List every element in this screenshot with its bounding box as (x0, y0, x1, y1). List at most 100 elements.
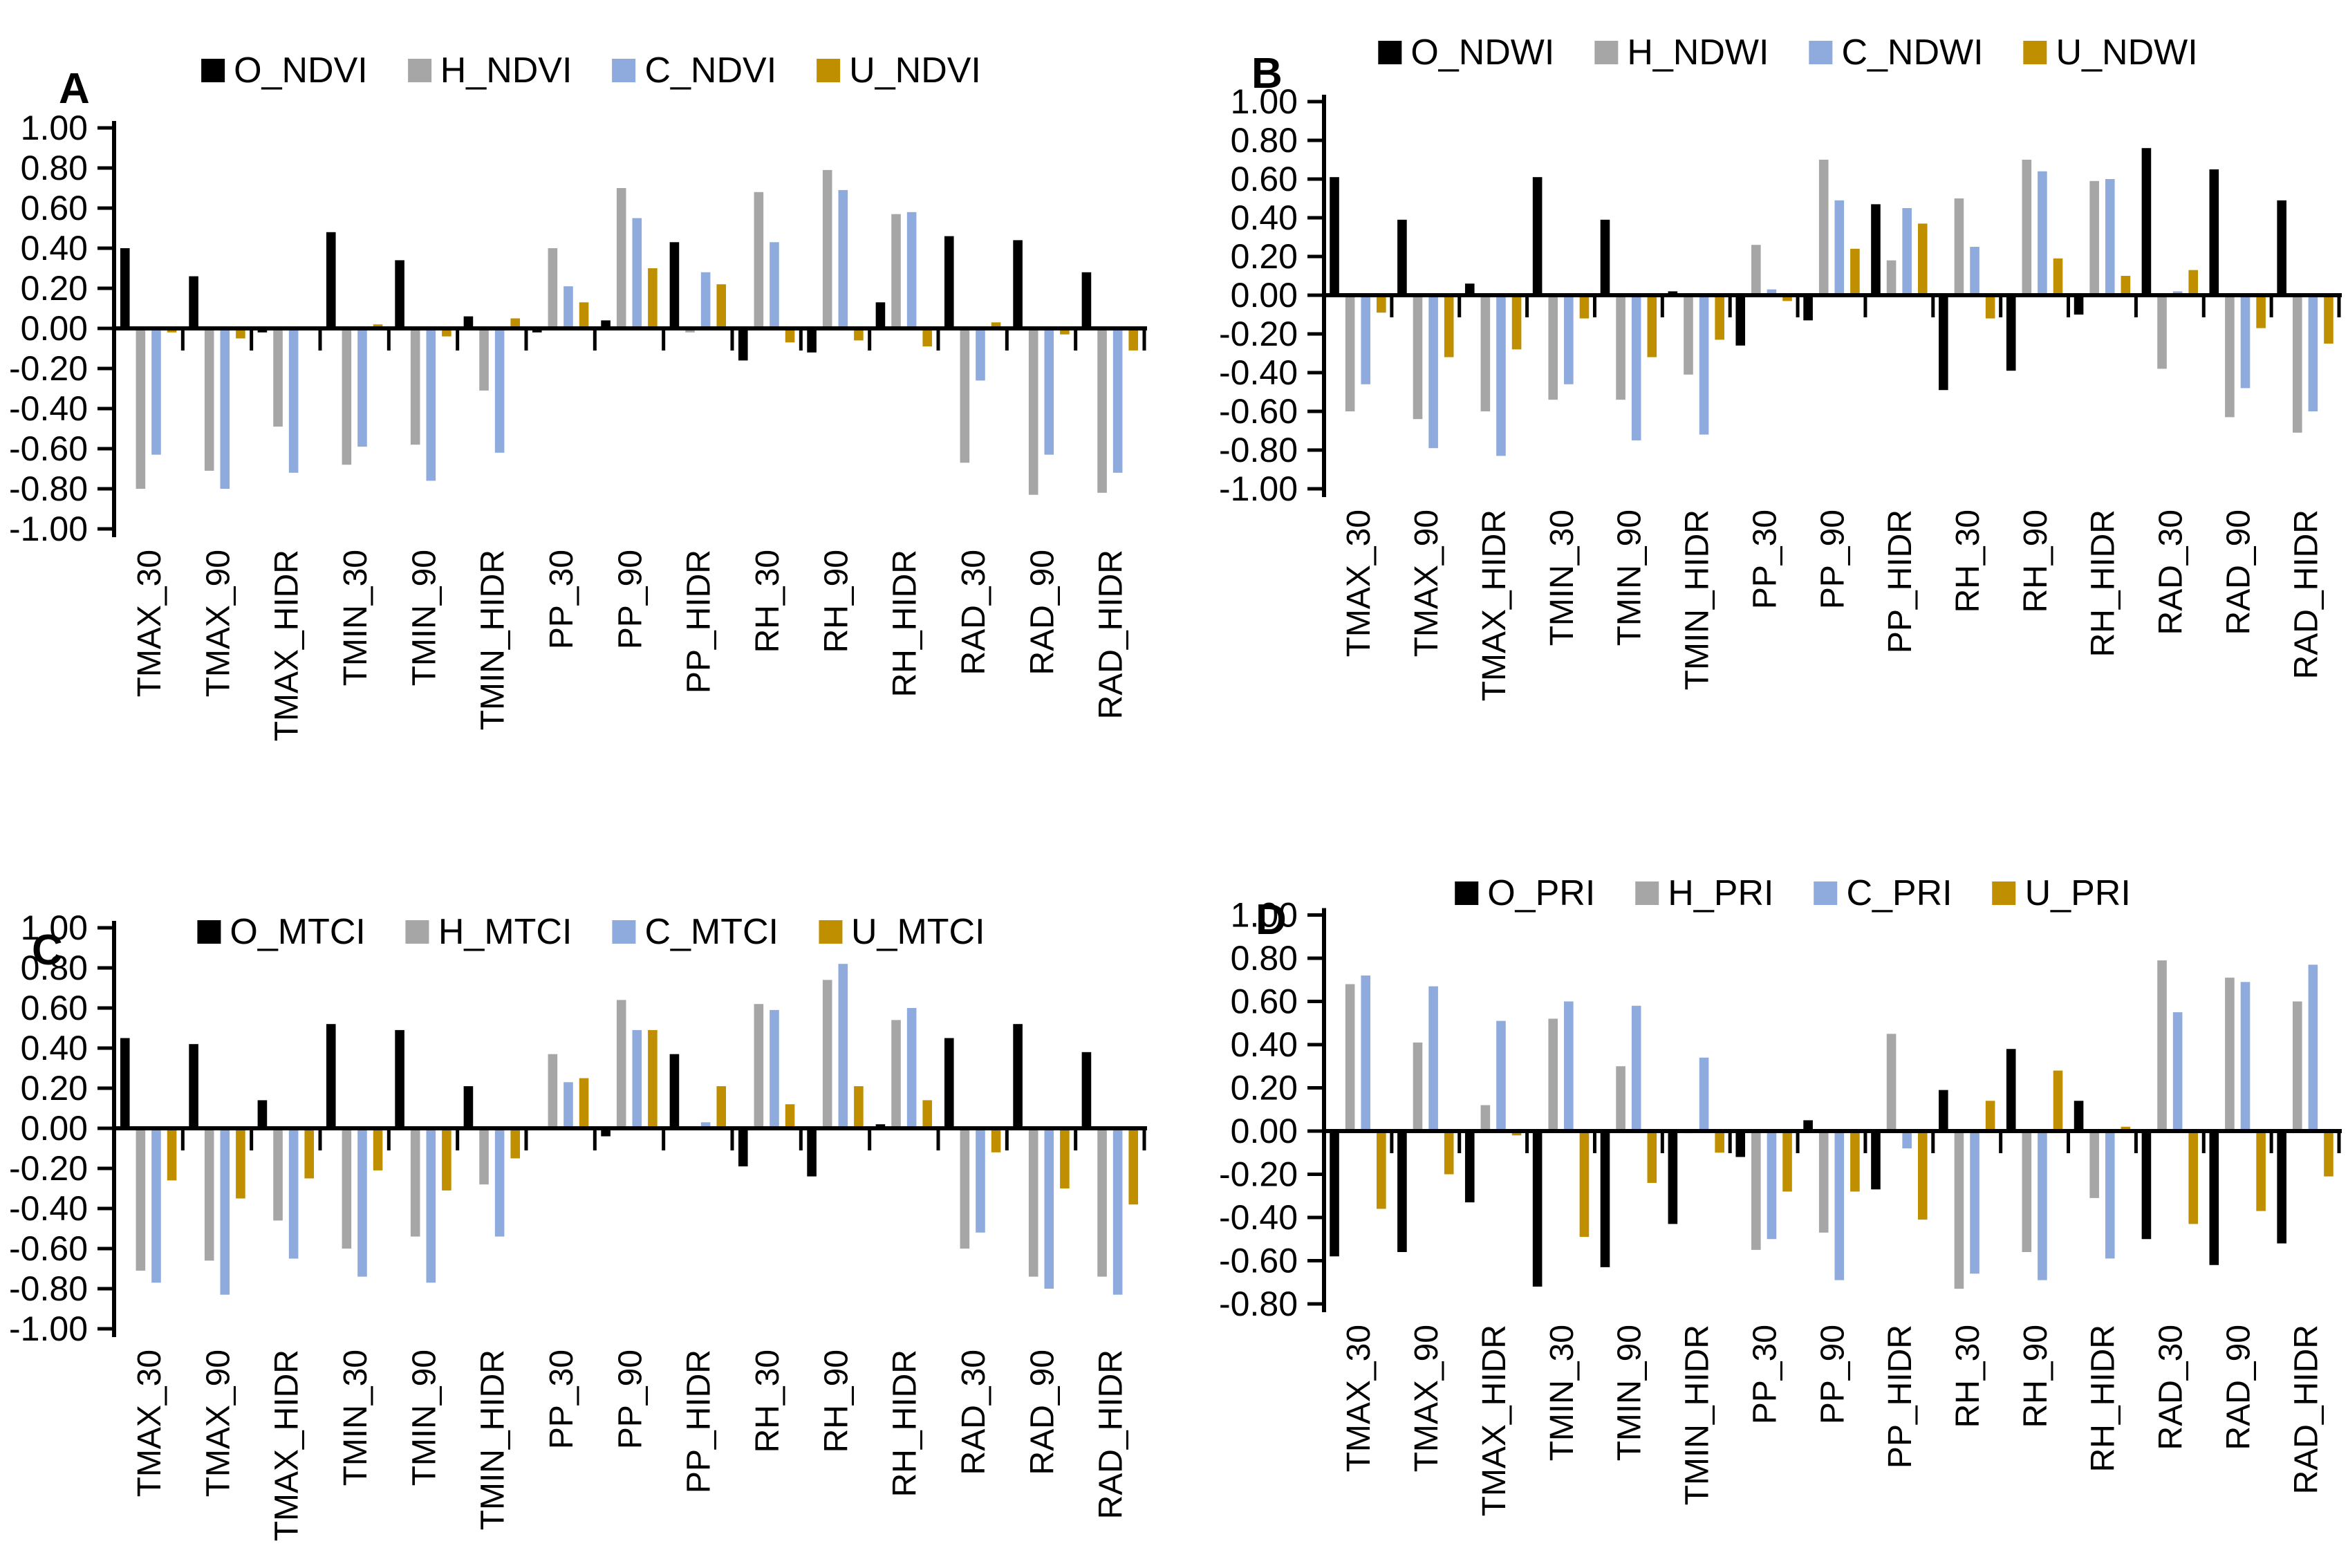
bar-H_PRI-TMAX_HIDR (1480, 1105, 1491, 1131)
x-category-label: RAD_90 (1024, 1350, 1061, 1475)
x-category-label: TMIN_90 (1612, 1325, 1648, 1461)
bar-chart-C: 1.000.800.600.400.200.00-0.20-0.40-0.60-… (9, 908, 1147, 1541)
bar-H_NDVI-RAD_90 (1028, 328, 1038, 495)
bar-O_NDWI-RAD_30 (2141, 148, 2152, 295)
bar-C_NDWI-TMIN_90 (1631, 295, 1641, 440)
bar-U_MTCI-TMAX_90 (236, 1128, 245, 1199)
y-tick-label: 0.40 (21, 1029, 88, 1067)
bar-C_NDVI-PP_HIDR (700, 272, 711, 328)
x-category-label: RAD_90 (2220, 510, 2257, 635)
bar-H_NDVI-TMAX_30 (136, 328, 146, 489)
bar-U_NDWI-TMIN_30 (1579, 295, 1590, 319)
bar-H_MTCI-RAD_30 (960, 1128, 970, 1249)
bar-U_MTCI-RH_90 (854, 1086, 864, 1128)
bar-C_PRI-RAD_30 (2172, 1012, 2183, 1131)
bar-chart-B: 1.000.800.600.400.200.00-0.20-0.40-0.60-… (1219, 82, 2342, 701)
bar-H_NDWI-PP_HIDR (1886, 260, 1897, 295)
bar-C_PRI-TMAX_30 (1361, 976, 1371, 1131)
legend-item-H_MTCI: H_MTCI (405, 911, 572, 953)
bar-U_NDVI-RH_HIDR (922, 328, 933, 347)
bar-U_NDVI-TMIN_90 (442, 328, 451, 337)
bar-O_PRI-RH_30 (1939, 1090, 1948, 1131)
legend-item-U_NDWI: U_NDWI (2023, 32, 2198, 73)
bar-C_NDVI-RAD_90 (1044, 328, 1054, 455)
bar-O_NDVI-RAD_90 (1013, 240, 1023, 328)
x-category-label: RAD_30 (2153, 1325, 2190, 1450)
bar-H_NDVI-TMIN_90 (410, 328, 420, 445)
bar-O_PRI-PP_HIDR (1871, 1131, 1881, 1190)
bar-C_PRI-TMIN_30 (1564, 1001, 1574, 1131)
bar-U_PRI-RH_30 (1985, 1101, 1995, 1131)
legend-C: O_MTCI H_MTCI C_MTCI U_MTCI (197, 911, 985, 953)
y-tick-label: -0.40 (1219, 1198, 1298, 1237)
bar-H_NDVI-RH_90 (822, 169, 832, 328)
bar-C_NDWI-RH_30 (1970, 247, 1979, 295)
bar-H_MTCI-TMIN_90 (410, 1128, 420, 1237)
legend-swatch-icon (2023, 41, 2047, 64)
bar-U_NDWI-RAD_30 (2188, 270, 2199, 295)
x-category-label: TMIN_HIDR (1679, 1325, 1716, 1505)
bar-C_MTCI-RH_90 (838, 964, 848, 1128)
bar-H_PRI-TMAX_90 (1413, 1042, 1423, 1131)
x-category-label: PP_90 (1814, 510, 1851, 609)
bar-C_NDVI-TMIN_HIDR (494, 328, 505, 453)
bar-C_MTCI-RAD_HIDR (1112, 1128, 1123, 1295)
bar-O_PRI-TMIN_HIDR (1668, 1131, 1678, 1224)
bar-U_MTCI-RH_30 (785, 1104, 795, 1128)
bar-C_NDWI-RH_HIDR (2105, 179, 2115, 295)
bar-H_NDWI-RH_HIDR (2089, 180, 2099, 295)
bar-C_NDVI-TMIN_90 (426, 328, 436, 481)
x-category-label: PP_30 (543, 1350, 580, 1449)
y-tick-label: 0.60 (1231, 982, 1298, 1021)
bar-C_PRI-RH_HIDR (2105, 1131, 2115, 1259)
bar-U_NDWI-RH_30 (1985, 295, 1995, 319)
x-category-label: RAD_HIDR (1093, 550, 1130, 719)
panel-C: C O_MTCI H_MTCI C_MTCI U_MTCI 1.00 0.80 0.60 0… (0, 784, 1174, 1568)
bar-O_NDVI-TMIN_HIDR (463, 316, 474, 328)
bar-H_NDVI-PP_30 (548, 248, 558, 328)
bar-O_PRI-TMAX_HIDR (1464, 1131, 1475, 1203)
y-tick-label: 1.00 (21, 109, 88, 147)
legend-swatch-icon (612, 920, 636, 944)
bar-U_NDWI-RAD_HIDR (2324, 295, 2333, 344)
legend-swatch-icon (1992, 881, 2016, 905)
y-tick-label: -1.00 (9, 1309, 88, 1348)
y-tick-label: -0.60 (1219, 1242, 1298, 1280)
bar-U_NDWI-TMIN_90 (1647, 295, 1657, 357)
x-category-label: TMAX_90 (1408, 1325, 1445, 1472)
bar-U_MTCI-TMIN_30 (373, 1128, 383, 1170)
y-tick-label: -0.40 (1219, 353, 1298, 392)
bar-H_MTCI-RH_90 (822, 980, 832, 1128)
bar-H_NDVI-TMAX_90 (204, 328, 214, 471)
x-category-label: RH_30 (749, 1350, 786, 1453)
bar-O_MTCI-PP_HIDR (669, 1054, 680, 1128)
bar-C_MTCI-TMIN_90 (426, 1128, 436, 1283)
bar-C_PRI-TMIN_90 (1631, 1005, 1641, 1131)
bar-H_NDVI-TMIN_30 (342, 328, 352, 465)
bar-H_NDVI-RAD_30 (960, 328, 970, 463)
bar-C_MTCI-TMAX_90 (220, 1128, 230, 1295)
bar-U_NDVI-TMIN_HIDR (510, 318, 521, 328)
legend-item-O_PRI: O_PRI (1455, 872, 1595, 914)
x-category-label: PP_HIDR (1882, 510, 1919, 653)
bar-H_NDVI-RAD_HIDR (1097, 328, 1107, 493)
legend-swatch-icon (1635, 881, 1659, 905)
y-tick-label: 0.40 (1231, 198, 1298, 237)
legend-item-O_MTCI: O_MTCI (197, 911, 366, 953)
bar-O_PRI-PP_90 (1803, 1120, 1813, 1131)
bar-U_PRI-TMAX_30 (1377, 1131, 1386, 1209)
legend-swatch-icon (612, 59, 636, 82)
x-category-label: TMAX_HIDR (269, 550, 306, 741)
y-tick-label: 0.60 (21, 189, 88, 227)
bar-O_NDWI-RH_HIDR (2074, 295, 2084, 315)
bar-O_NDVI-TMIN_90 (395, 260, 404, 328)
bar-H_MTCI-TMAX_90 (204, 1128, 214, 1261)
y-tick-label: -0.60 (1219, 392, 1298, 431)
bar-chart-D: 1.00 0.80 0.60 0.40 0.20 0.00 -0.20 -0.40 -0.60 -… (1219, 896, 2342, 1516)
bar-U_MTCI-TMAX_HIDR (304, 1128, 315, 1179)
bar-H_MTCI-TMAX_30 (136, 1128, 146, 1271)
bar-C_MTCI-TMAX_30 (151, 1128, 161, 1283)
bar-O_MTCI-TMIN_HIDR (463, 1086, 474, 1128)
x-category-label: TMAX_HIDR (1476, 1325, 1513, 1516)
y-tick-label: 1.00 (1231, 82, 1298, 121)
